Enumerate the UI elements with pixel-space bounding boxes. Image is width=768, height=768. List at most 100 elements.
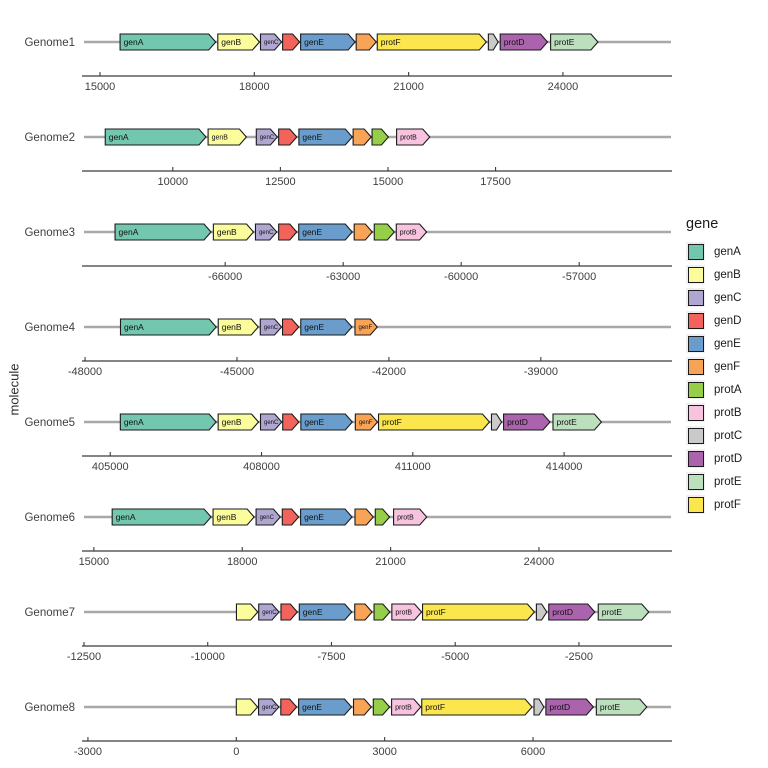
gene-arrow-label: genE [302, 227, 322, 237]
gene-arrow-genD [280, 603, 299, 621]
gene-arrow-label: genB [212, 135, 229, 142]
legend-swatch-genC [687, 289, 704, 306]
x-axis-tick-label: -3000 [74, 746, 102, 758]
gene-arrow-label: genB [222, 417, 242, 427]
x-axis-tick-label: 21000 [375, 556, 406, 568]
gene-arrow-genE [298, 223, 353, 241]
gene-arrow-protC [490, 413, 503, 431]
gene-arrow-label: genE [304, 512, 324, 522]
legend-key [686, 472, 705, 491]
legend-label: genE [714, 337, 741, 350]
gene-arrow-protC [535, 603, 548, 621]
gene-arrow-genE [300, 413, 354, 431]
gene-arrow-genD [281, 508, 300, 526]
legend-item-protF: protF [686, 493, 742, 516]
gene-arrow-genB [235, 698, 259, 716]
gene-arrow-label: genB [221, 37, 241, 47]
gene-arrow-genE [300, 318, 353, 336]
x-axis-tick-label: -2500 [565, 651, 593, 663]
gene-arrow-genE [298, 603, 353, 621]
legend-key [686, 334, 705, 353]
gene-arrow-protD [503, 413, 551, 431]
gene-arrow-protA [371, 128, 390, 146]
legend-swatch-protE [687, 473, 704, 490]
legend-key [686, 426, 705, 445]
gene-arrow-label: genC [264, 325, 279, 331]
gene-arrow-label: genE [302, 702, 322, 712]
gene-arrow-protD [548, 603, 596, 621]
gene-arrow-label: protF [381, 37, 401, 47]
legend-item-protD: protD [686, 447, 742, 470]
x-axis-tick-label: -57000 [562, 271, 596, 283]
gene-arrow-label: genA [124, 417, 144, 427]
legend-item-genB: genB [686, 263, 742, 286]
gene-arrow-label: genC [260, 135, 275, 141]
legend-item-protB: protB [686, 401, 742, 424]
gene-arrow-protF [376, 33, 488, 51]
x-axis-tick-label: -45000 [220, 366, 254, 378]
gene-arrow-genD [278, 223, 298, 241]
gene-arrow-label: protB [395, 705, 412, 712]
x-axis-tick-label: 18000 [227, 556, 258, 568]
gene-arrow-label: genC [262, 705, 277, 711]
gene-arrow-genA [114, 223, 212, 241]
y-axis-title: molecule [6, 363, 22, 416]
gene-arrow-label: genF [359, 420, 373, 426]
gene-arrow-genD [282, 33, 301, 51]
legend-key [686, 288, 705, 307]
legend-label: protC [714, 429, 743, 442]
gene-arrow-genF [353, 223, 374, 241]
x-axis-tick-label: 12500 [265, 176, 296, 188]
gene-arrow-label: genE [303, 607, 323, 617]
gene-arrow-genB [212, 223, 255, 241]
legend-swatch-protA [687, 381, 704, 398]
gene-arrow-genA [119, 33, 217, 51]
gene-arrow-genC [255, 128, 279, 146]
gene-arrow-protF [421, 698, 533, 716]
gene-arrow-protE [552, 413, 603, 431]
genome-label: Genome7 [24, 607, 75, 619]
legend-item-protE: protE [686, 470, 742, 493]
gene-arrow-genB [217, 33, 261, 51]
x-axis-tick-label: 15000 [79, 556, 110, 568]
legend-item-genA: genA [686, 240, 742, 263]
gene-arrow-label: protB [400, 230, 417, 237]
gene-arrow-protA [373, 603, 391, 621]
gene-arrow-label: protD [504, 37, 525, 47]
legend-key [686, 449, 705, 468]
x-axis-tick-label: 414000 [546, 461, 583, 473]
x-axis-tick-label: 15000 [85, 81, 116, 93]
gene-arrow-protE [550, 33, 599, 51]
gene-arrow-label: genC [260, 515, 275, 521]
legend-label: genA [714, 245, 741, 258]
gene-arrow-label: genE [304, 417, 324, 427]
x-axis-tick-label: 10000 [158, 176, 189, 188]
gene-arrow-genC [258, 698, 280, 716]
gene-arrow-protB [391, 698, 422, 716]
legend-label: genB [714, 268, 741, 281]
legend-swatch-genA [687, 243, 704, 260]
gene-arrow-genC [259, 33, 283, 51]
gene-arrow-genE [300, 33, 356, 51]
legend-label: genD [714, 314, 742, 327]
x-axis-tick-label: -42000 [372, 366, 406, 378]
gene-arrow-genB [235, 603, 259, 621]
gene-arrow-protD [545, 698, 595, 716]
legend-label: protF [714, 498, 741, 511]
gene-arrow-genF [354, 413, 379, 431]
legend-label: protA [714, 383, 742, 396]
legend-key [686, 265, 705, 284]
x-axis-tick-label: 24000 [524, 556, 555, 568]
gene-arrow-protC [533, 698, 545, 716]
gene-arrow-label: genF [358, 325, 372, 331]
gene-arrow-protF [377, 413, 491, 431]
legend-label: genF [714, 360, 741, 373]
gene-arrow-protE [597, 603, 650, 621]
gene-arrow-genA [111, 508, 212, 526]
gene-arrow-protA [374, 508, 391, 526]
legend-swatch-genF [687, 358, 704, 375]
gene-arrow-label: genB [217, 512, 237, 522]
x-axis-tick-label: 408000 [243, 461, 280, 473]
